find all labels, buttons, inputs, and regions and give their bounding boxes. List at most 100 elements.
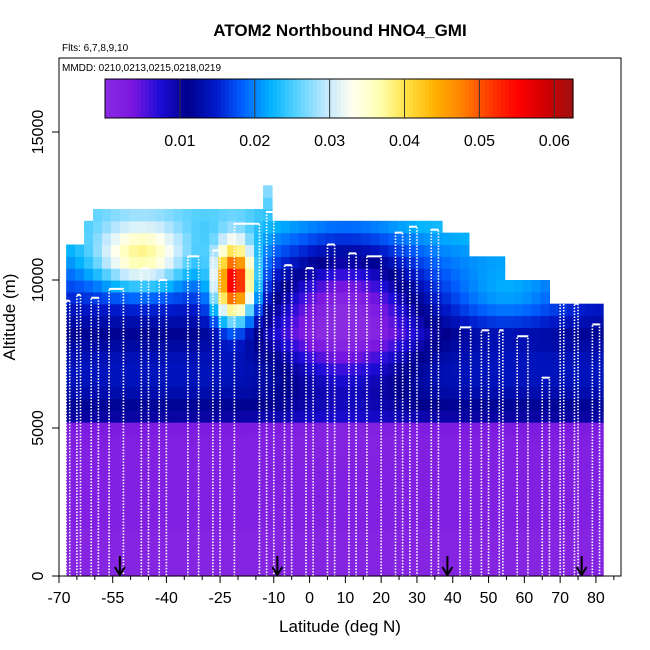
heatmap-cell [450, 256, 461, 269]
heatmap-cell [433, 457, 443, 471]
heatmap-cell [200, 410, 210, 423]
heatmap-cell [442, 528, 452, 542]
heatmap-cell [495, 398, 506, 411]
heatmap-cell [495, 362, 506, 376]
heatmap-cell [209, 516, 219, 530]
heatmap-cell [379, 339, 389, 352]
heatmap-cell [558, 528, 568, 542]
colorbar-swatch [465, 79, 470, 118]
heatmap-cell [325, 457, 336, 471]
heatmap-cell [128, 422, 139, 435]
heatmap-cell [155, 493, 166, 506]
heatmap-cell [164, 469, 175, 482]
colorbar-ticks: 0.01 0.02 0.03 0.04 0.05 0.06 [164, 79, 570, 150]
heatmap-cell [316, 564, 327, 577]
heatmap-cell [227, 220, 237, 234]
flight-profile [409, 225, 418, 576]
heatmap-cell [146, 398, 157, 411]
heatmap-cell [66, 493, 76, 506]
heatmap-cell [236, 386, 246, 399]
heatmap-cell [325, 232, 336, 246]
heatmap-cell [236, 268, 246, 281]
heatmap-cell [101, 280, 112, 293]
heatmap-cell [75, 280, 85, 293]
heatmap-cell [361, 516, 372, 530]
heatmap-cell [75, 528, 85, 542]
heatmap-cell [406, 433, 416, 447]
heatmap-cell [271, 457, 282, 471]
heatmap-cell [271, 445, 282, 459]
colorbar-swatch [377, 79, 382, 118]
colorbar-swatch [553, 79, 558, 118]
heatmap-cell [406, 339, 416, 352]
heatmap-cell [227, 339, 237, 352]
heatmap-cell [486, 303, 497, 317]
heatmap-cell [316, 351, 327, 364]
heatmap-cell [531, 374, 542, 388]
heatmap-cell [549, 481, 559, 494]
colorbar-swatch [305, 79, 310, 118]
colorbar-swatch [309, 79, 314, 118]
heatmap-cell [459, 303, 470, 317]
colorbar-swatch [481, 79, 486, 118]
heatmap-cell [433, 232, 443, 246]
heatmap-cell [128, 268, 139, 281]
heatmap-cell [218, 564, 228, 577]
heatmap-cell [352, 327, 363, 340]
heatmap-cell [361, 339, 372, 352]
heatmap-cell [263, 552, 273, 565]
heatmap-cell [298, 433, 309, 447]
heatmap-cell [182, 564, 193, 577]
heatmap-cell [442, 351, 452, 364]
heatmap-cell [513, 280, 524, 293]
heatmap-cell [128, 244, 139, 257]
heatmap-cell [128, 280, 139, 293]
heatmap-cell [191, 291, 201, 305]
x-tick-label: 70 [551, 590, 569, 607]
heatmap-cell [468, 291, 479, 305]
heatmap-cell [513, 303, 524, 317]
heatmap-cell [146, 327, 157, 340]
heatmap-cell [93, 445, 103, 459]
heatmap-cell [200, 481, 210, 494]
heatmap-cell [334, 516, 345, 530]
heatmap-cell [576, 445, 586, 459]
heatmap-cell [370, 339, 380, 352]
heatmap-cell [245, 232, 255, 246]
heatmap-cell [245, 433, 255, 447]
heatmap-cell [93, 220, 103, 234]
heatmap-cell [84, 374, 94, 388]
heatmap-cell [549, 493, 559, 506]
heatmap-cell [137, 280, 148, 293]
heatmap-cell [236, 493, 246, 506]
heatmap-cell [173, 433, 184, 447]
heatmap-cell [271, 504, 282, 518]
heatmap-cell [101, 481, 112, 494]
heatmap-cell [406, 540, 416, 553]
heatmap-cell [298, 256, 309, 269]
heatmap-cell [173, 351, 184, 364]
heatmap-cell [101, 422, 112, 435]
heatmap-cell [468, 445, 479, 459]
heatmap-cell [495, 291, 506, 305]
heatmap-cell [263, 303, 273, 317]
heatmap-cell [209, 374, 219, 388]
heatmap-cell [316, 552, 327, 565]
heatmap-cell [397, 268, 407, 281]
heatmap-cell [504, 564, 515, 577]
heatmap-cell [298, 327, 309, 340]
colorbar-swatch [421, 79, 426, 118]
heatmap-cell [442, 540, 452, 553]
heatmap-cell [191, 256, 201, 269]
heatmap-cell [101, 374, 112, 388]
heatmap-cell [155, 422, 166, 435]
heatmap-cell [128, 433, 139, 447]
heatmap-cell [263, 197, 273, 210]
heatmap-cell [379, 268, 389, 281]
heatmap-cell [495, 410, 506, 423]
heatmap-cell [164, 445, 175, 459]
heatmap-cell [119, 422, 130, 435]
heatmap-cell [334, 445, 345, 459]
heatmap-cell [101, 315, 112, 328]
latitude-arrowhead [271, 566, 284, 577]
